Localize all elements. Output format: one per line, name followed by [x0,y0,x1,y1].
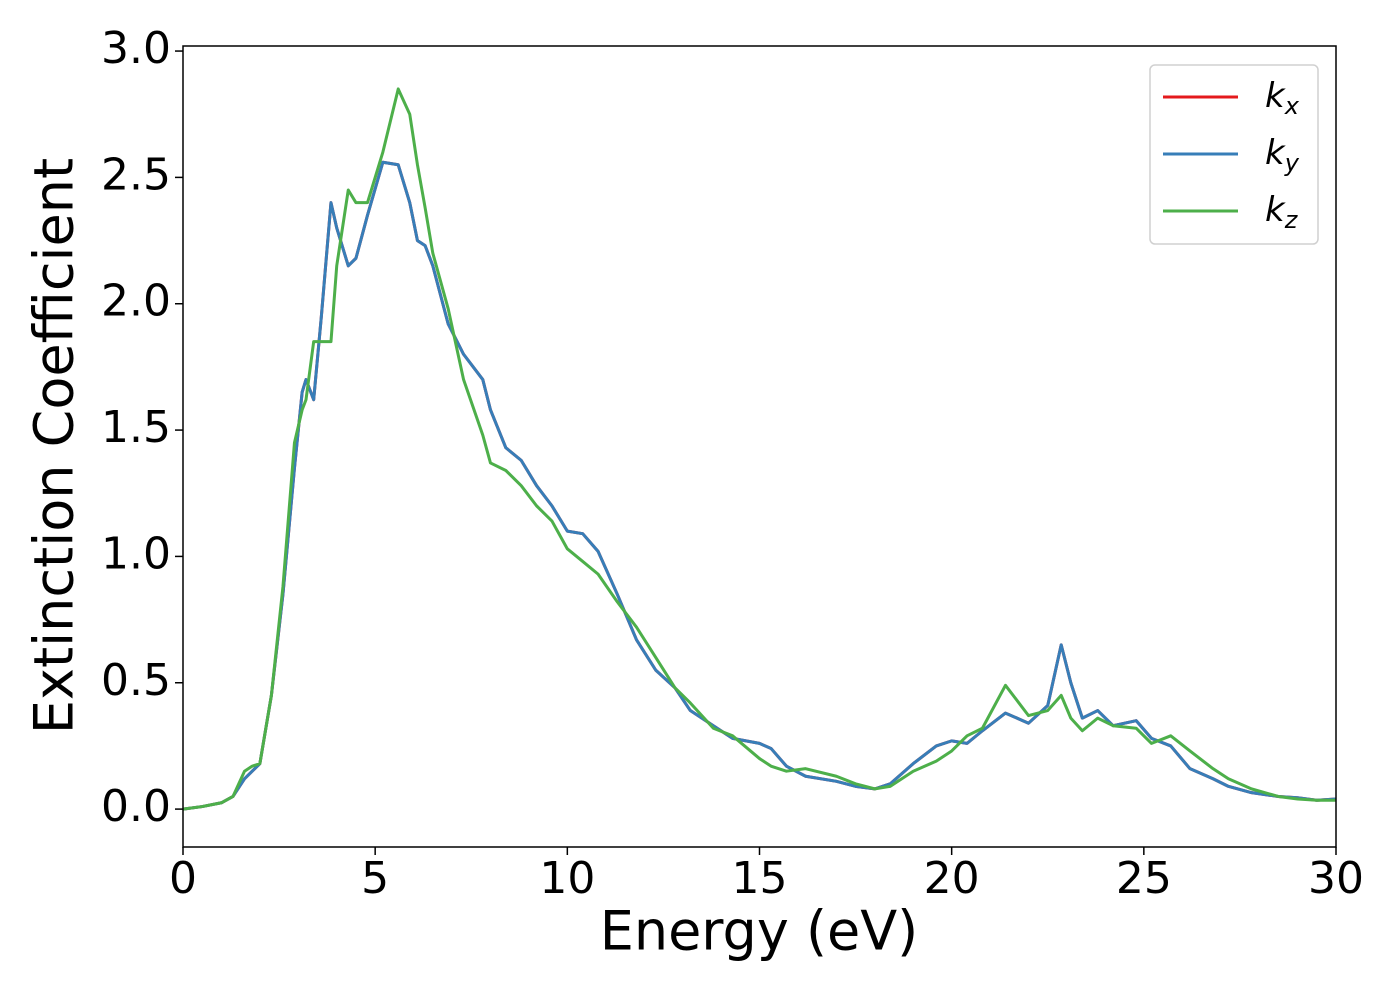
x-tick-label: 30 [1308,853,1364,904]
legend-label: ky [1265,133,1300,178]
x-tick-label: 20 [924,853,980,904]
y-tick-label: 3.0 [101,23,171,74]
y-tick-label: 1.0 [101,528,171,579]
plot-frame [182,45,1337,848]
x-tick-label: 25 [1116,853,1172,904]
y-tick-label: 0.0 [101,781,171,832]
y-tick-label: 1.5 [101,402,171,453]
y-tick-label: 2.5 [101,149,171,200]
legend-label: kx [1265,76,1300,121]
x-tick-label: 15 [732,853,788,904]
legend-label: kz [1265,190,1299,235]
x-tick-label: 5 [361,853,389,904]
y-tick-label: 0.5 [101,655,171,706]
x-axis-label: Energy (eV) [600,900,919,963]
legend: kx ky kz [1149,64,1319,245]
y-axis-label: Extinction Coefficient [23,158,86,734]
series-line [182,160,1337,811]
series-line [182,87,1336,811]
x-tick-label: 0 [169,853,197,904]
x-tick-label: 10 [539,853,595,904]
y-tick-label: 2.0 [101,276,171,327]
